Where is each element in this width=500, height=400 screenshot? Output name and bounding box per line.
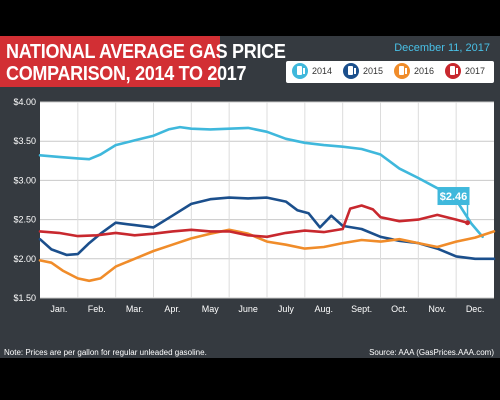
footnote: Note: Prices are per gallon for regular … (4, 348, 207, 357)
y-tick-label: $2.00 (13, 254, 36, 264)
x-tick-label: Aug. (314, 304, 333, 314)
x-tick-label: May (202, 304, 220, 314)
source-label: Source: AAA (GasPrices.AAA.com) (369, 348, 494, 357)
x-tick-label: Nov. (428, 304, 446, 314)
title-box: NATIONAL AVERAGE GAS PRICE COMPARISON, 2… (0, 36, 286, 87)
x-tick-label: July (278, 304, 295, 314)
gas-pump-icon (394, 63, 410, 79)
legend-label: 2016 (414, 66, 435, 76)
line-chart: $1.50 $2.00 $2.50 $3.00 $3.50 $4.00 Jan. Feb. Ma… (13, 97, 496, 314)
x-tick-label: Sept. (351, 304, 372, 314)
y-tick-label: $3.00 (13, 175, 36, 185)
legend-label: 2015 (363, 66, 384, 76)
x-tick-label: Jan. (50, 304, 67, 314)
series-line-2017 (38, 204, 469, 239)
date-label: December 11, 2017 (394, 42, 490, 54)
x-tick-label: June (238, 304, 258, 314)
series-line-2014 (38, 125, 484, 239)
x-tick-label: Mar. (126, 304, 144, 314)
y-tick-label: $1.50 (13, 293, 36, 303)
chart-card: NATIONAL AVERAGE GAS PRICE COMPARISON, 2… (0, 36, 500, 358)
y-tick-label: $3.50 (13, 136, 36, 146)
x-tick-label: Apr. (164, 304, 180, 314)
series-line-2016 (38, 228, 496, 283)
y-tick-label: $4.00 (13, 97, 36, 107)
legend: 2014 2015 2016 2017 (286, 61, 494, 83)
title-line-2: COMPARISON, 2014 TO 2017 (6, 62, 247, 85)
callout-label: $2.46 (440, 191, 468, 203)
gas-pump-icon (445, 63, 461, 79)
x-tick-label: Dec. (466, 304, 485, 314)
legend-label: 2014 (312, 66, 333, 76)
title-line-1: NATIONAL AVERAGE GAS PRICE (6, 40, 286, 63)
gas-pump-icon (292, 63, 308, 79)
callout-point (465, 220, 471, 226)
y-tick-label: $2.50 (13, 215, 36, 225)
x-tick-label: Oct. (391, 304, 408, 314)
callout-box (437, 187, 470, 206)
x-tick-label: Feb. (88, 304, 106, 314)
gas-pump-icon (343, 63, 359, 79)
legend-label: 2017 (465, 66, 486, 76)
